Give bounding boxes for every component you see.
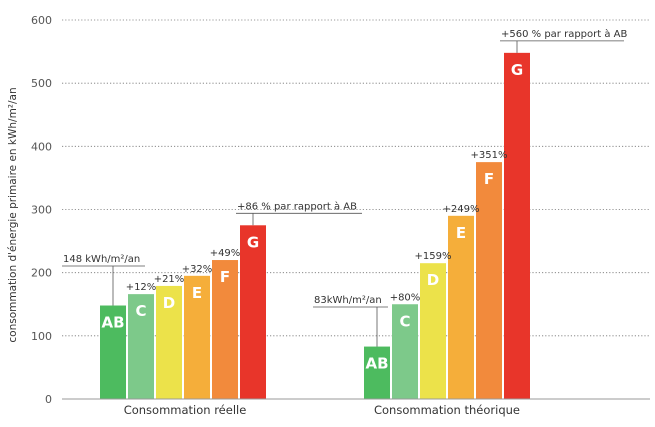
percent-label: +49% [210,248,241,259]
bar-label: E [192,284,202,302]
bar-label: F [220,268,230,286]
bar-label: G [511,61,523,79]
y-tick-label: 200 [31,267,52,280]
percent-label: +159% [415,251,452,262]
bar-label: AB [101,314,124,332]
y-tick-label: 400 [31,140,52,153]
percent-label: +80% [390,292,421,303]
bar-f [476,162,502,399]
bar-label: C [135,302,146,320]
category-label-theorique: Consommation théorique [374,403,520,417]
y-axis: 0 100 200 300 400 500 600 [31,14,52,406]
bar-g [504,52,530,399]
y-tick-label: 600 [31,14,52,27]
bar-label: AB [365,355,388,373]
bar-f [212,260,238,399]
bar-label: G [247,233,259,251]
bar-label: D [427,271,439,289]
percent-label: +12% [126,282,157,293]
y-tick-label: 300 [31,204,52,217]
top-note: +86 % par rapport à AB [237,200,357,212]
bar-label: C [399,312,410,330]
top-note: +560 % par rapport à AB [501,28,628,40]
grid-lines [62,19,650,337]
category-label-reelle: Consommation réelle [124,403,247,417]
y-axis-label: consommation d'énergie primaire en kWh/m… [7,87,19,342]
bar-e [184,275,210,399]
percent-label: +249% [443,204,480,215]
percent-label: +21% [154,274,185,285]
base-note: 148 kWh/m²/an [63,254,140,265]
bar-ab [364,346,390,399]
bar-e [448,215,474,399]
percent-label: +351% [471,150,508,161]
y-tick-label: 100 [31,330,52,343]
bar-label: E [456,224,466,242]
bars [100,52,530,399]
bar-ab [100,305,126,399]
y-tick-label: 500 [31,77,52,90]
base-note: 83kWh/m²/an [314,295,382,306]
bar-d [156,285,182,399]
bar-label: F [484,170,494,188]
data-labels: AB C +12% D +21% E +32% F +49% G 148 kWh/m²/an +86 … [62,28,628,373]
bar-c [392,304,418,399]
bar-g [240,225,266,399]
percent-label: +32% [182,264,213,275]
bar-label: D [163,294,175,312]
bar-c [128,294,154,399]
bar-d [420,263,446,399]
y-tick-label: 0 [45,393,52,406]
